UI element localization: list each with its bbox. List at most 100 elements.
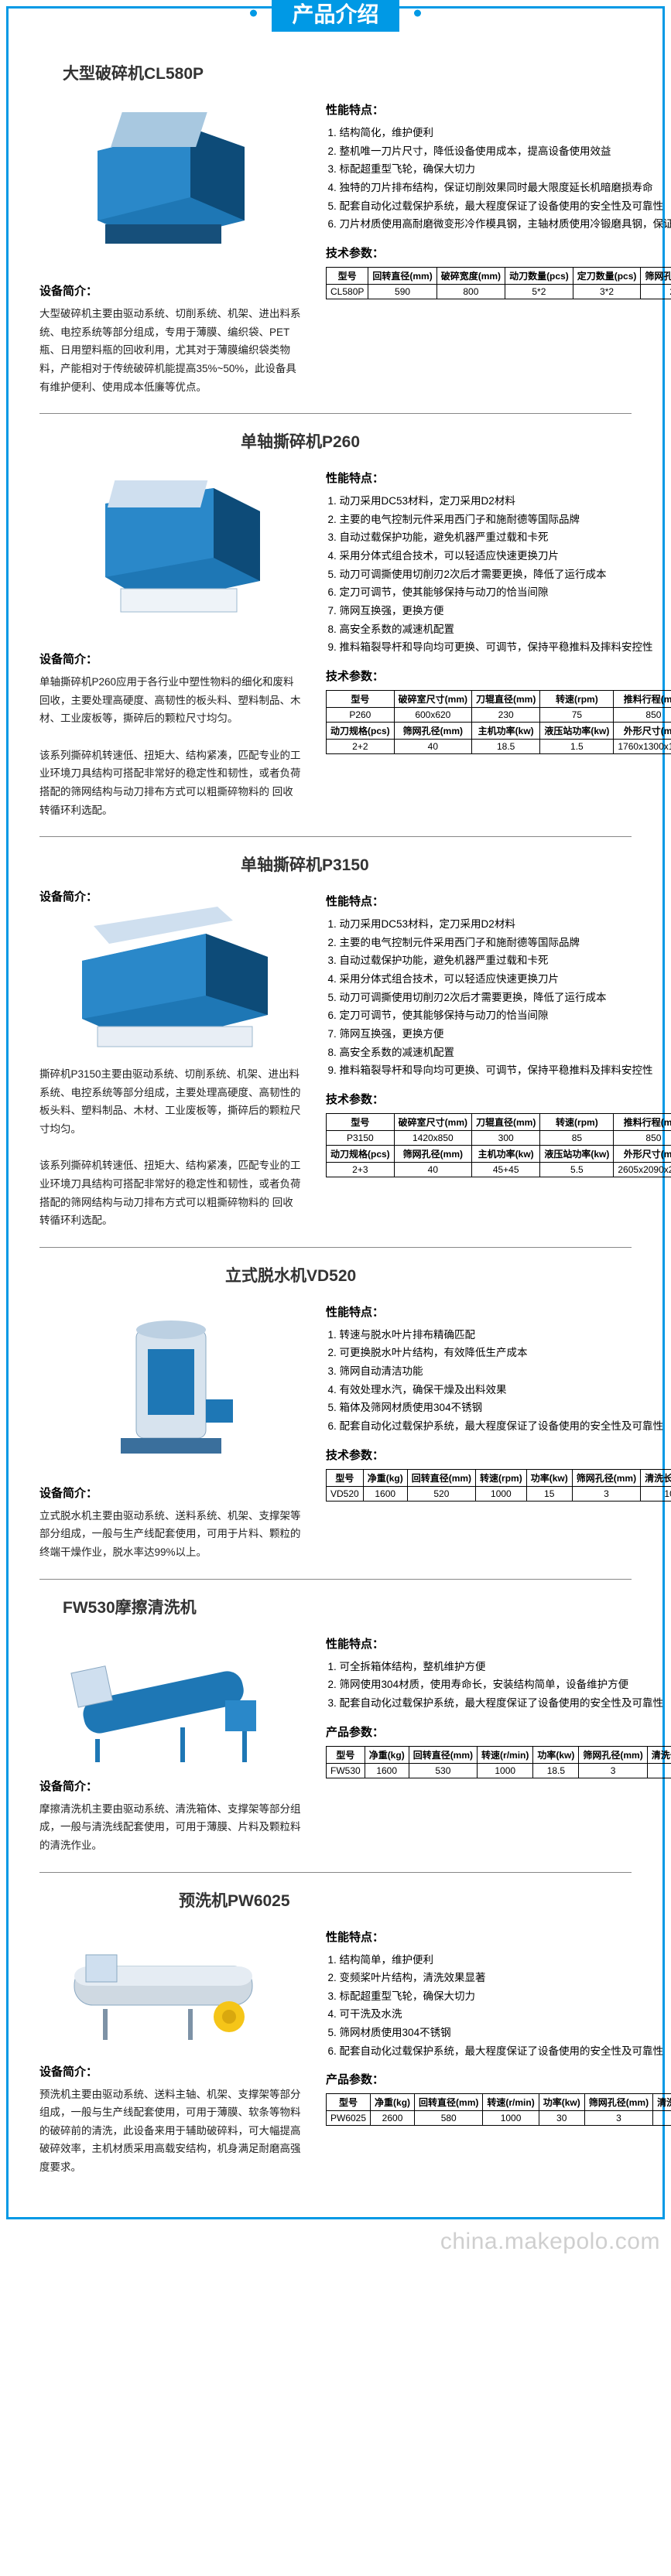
divider <box>39 836 632 837</box>
intro-text: 撕碎机P3150主要由驱动系统、切削系统、机架、进出料系统、电控系统等部分组成，… <box>39 1065 303 1230</box>
spec-cell: 2+3 <box>327 1162 395 1177</box>
product-p3150: 单轴撕碎机P3150 设备简介： 撕碎机P3150主要由驱动系统、切削系统、机架… <box>39 852 632 1230</box>
specs-label: 技术参数： <box>326 668 671 684</box>
feature-item: 可更换脱水叶片结构，有效降低生产成本 <box>340 1344 671 1362</box>
feature-item: 结构简化，维护便利 <box>340 124 671 142</box>
spec-cell: 5.5 <box>540 1162 614 1177</box>
divider <box>39 1579 632 1580</box>
spec-header: 推料行程(mm) <box>614 690 671 707</box>
spec-cell: 1000 <box>483 2111 539 2126</box>
spec-header: 动刀规格(pcs) <box>327 722 395 739</box>
product-pw6025: 预洗机PW6025 设备简介： <box>39 1888 632 2177</box>
feature-item: 可全拆箱体结构，整机维护方便 <box>340 1658 671 1676</box>
intro-label: 设备简介： <box>39 1484 303 1501</box>
spec-header: 刀辊直径(mm) <box>472 690 540 707</box>
spec-table: 型号净重(kg)回转直径(mm)转速(rpm)功率(kw)筛网孔径(mm)清洗长… <box>326 1469 671 1502</box>
spec-header: 转速(rpm) <box>540 690 614 707</box>
spec-header: 型号 <box>327 690 395 707</box>
spec-cell: 800 <box>436 284 505 299</box>
spec-header: 破碎室尺寸(mm) <box>394 690 471 707</box>
spec-cell: 18.5 <box>533 1763 579 1778</box>
header-tab: 产品介绍 <box>272 0 399 32</box>
product-title: 单轴撕碎机P3150 <box>241 852 632 876</box>
feature-item: 自动过载保护功能，避免机器严重过载和卡死 <box>340 528 671 547</box>
feature-item: 采用分体式组合技术，可以轻适应快速更换刀片 <box>340 547 671 565</box>
specs-label: 技术参数： <box>326 1091 671 1107</box>
features-label: 性能特点： <box>326 101 671 118</box>
divider <box>39 1872 632 1873</box>
feature-item: 推料箱裂导杆和导向均可更换、可调节，保持平稳推料及摔料安控性 <box>340 1061 671 1080</box>
feature-item: 定刀可调节，使其能够保持与动刀的恰当间隙 <box>340 583 671 602</box>
divider <box>39 413 632 414</box>
features-list: 结构简单，维护便利变频桨叶片结构，清洗效果显著标配超重型飞轮，确保大切力可干洗及… <box>326 1951 671 2061</box>
feature-item: 整机唯一刀片尺寸，降低设备使用成本，提高设备使用效益 <box>340 142 671 161</box>
spec-cell: 850 <box>614 707 671 722</box>
product-vd520: 立式脱水机VD520 设备简介： 立式脱水机主要由驱动系统、送料系统、机架、支撑… <box>39 1263 632 1562</box>
feature-item: 结构简单，维护便利 <box>340 1951 671 1970</box>
spec-header: 转速(r/min) <box>483 2094 539 2111</box>
machine-icon <box>51 104 283 267</box>
feature-item: 主要的电气控制元件采用西门子和施耐德等国际品牌 <box>340 934 671 952</box>
feature-item: 转速与脱水叶片排布精确匹配 <box>340 1326 671 1344</box>
spec-header: 净重(kg) <box>371 2094 415 2111</box>
spec-header: 转速(rpm) <box>540 1113 614 1130</box>
spec-header: 筛网孔径(mm) <box>641 267 671 284</box>
product-title: FW530摩擦清洗机 <box>63 1595 632 1618</box>
spec-header: 筛网孔径(mm) <box>394 1145 471 1162</box>
spec-table: 型号净重(kg)回转直径(mm)转速(r/min)功率(kw)筛网孔径(mm)清… <box>326 1746 671 1778</box>
spec-header: 定刀数量(pcs) <box>573 267 641 284</box>
spec-cell: VD520 <box>327 1486 364 1501</box>
feature-item: 筛网自动清洁功能 <box>340 1362 671 1381</box>
spec-header: 回转直径(mm) <box>415 2094 483 2111</box>
specs-label: 技术参数： <box>326 244 671 261</box>
spec-cell: 1760x1300x1850 <box>614 739 671 753</box>
spec-cell: 1000 <box>478 1763 533 1778</box>
feature-item: 配套自动化过载保护系统，最大程度保证了设备使用的安全性及可靠性 <box>340 2042 671 2061</box>
feature-item: 筛网使用304材质，使用寿命长，安装结构简单，设备维护方便 <box>340 1676 671 1694</box>
machine-icon <box>51 473 283 635</box>
feature-item: 有效处理水汽，确保干燥及出料效果 <box>340 1381 671 1399</box>
feature-item: 主要的电气控制元件采用西门子和施耐德等国际品牌 <box>340 511 671 529</box>
feature-item: 动刀采用DC53材料，定刀采用D2材料 <box>340 915 671 934</box>
spec-header: 动刀规格(pcs) <box>327 1145 395 1162</box>
spec-header: 推料行程(mm) <box>614 1113 671 1130</box>
product-title: 单轴撕碎机P260 <box>241 429 632 453</box>
product-fw530: FW530摩擦清洗机 设备简介： 摩擦清洗机主要由驱 <box>39 1595 632 1855</box>
spec-cell: 1000 <box>476 1486 527 1501</box>
spec-header: 动刀数量(pcs) <box>505 267 573 284</box>
product-title: 大型破碎机CL580P <box>63 61 632 84</box>
spec-header: 清洗长度(mm) <box>641 1469 671 1486</box>
feature-item: 独特的刀片排布结构，保证切削效果同时最大限度延长机暗磨损寿命 <box>340 179 671 197</box>
machine-icon <box>51 903 283 1065</box>
features-list: 动刀采用DC53材料，定刀采用D2材料主要的电气控制元件采用西门子和施耐德等国际… <box>326 915 671 1080</box>
feature-item: 动刀可调撕使用切削刃2次后才需要更换，降低了运行成本 <box>340 565 671 584</box>
spec-cell: 2605x2090x2218 <box>614 1162 671 1177</box>
features-label: 性能特点： <box>326 1929 671 1945</box>
spec-header: 转速(r/min) <box>478 1746 533 1763</box>
spec-cell: 3*2 <box>573 284 641 299</box>
spec-cell: FW530 <box>327 1763 365 1778</box>
spec-header: 转速(rpm) <box>476 1469 527 1486</box>
spec-cell: 3 <box>579 1763 647 1778</box>
product-image <box>39 1924 295 2055</box>
spec-cell: 600x620 <box>394 707 471 722</box>
spec-header: 清洗长度(mm) <box>653 2094 671 2111</box>
spec-cell: 5*2 <box>505 284 573 299</box>
feature-item: 配套自动化过载保护系统，最大程度保证了设备使用的安全性及可靠性 <box>340 197 671 216</box>
machine-icon <box>51 1307 283 1469</box>
spec-cell: 580 <box>415 2111 483 2126</box>
spec-cell: 40 <box>394 739 471 753</box>
features-label: 性能特点： <box>326 1303 671 1320</box>
features-list: 动刀采用DC53材料，定刀采用D2材料主要的电气控制元件采用西门子和施耐德等国际… <box>326 492 671 657</box>
spec-cell: 3 <box>584 2111 652 2126</box>
spec-cell: 2500 <box>653 2111 671 2126</box>
product-image <box>39 97 295 275</box>
spec-header: 筛网孔径(mm) <box>579 1746 647 1763</box>
features-label: 性能特点： <box>326 470 671 486</box>
spec-table: 型号回转直径(mm)破碎宽度(mm)动刀数量(pcs)定刀数量(pcs)筛网孔径… <box>326 267 671 299</box>
spec-header: 破碎室尺寸(mm) <box>394 1113 471 1130</box>
spec-header: 型号 <box>327 2094 371 2111</box>
feature-item: 自动过载保护功能，避免机器严重过载和卡死 <box>340 951 671 970</box>
intro-label: 设备简介： <box>39 651 303 667</box>
spec-cell: 75 <box>540 707 614 722</box>
